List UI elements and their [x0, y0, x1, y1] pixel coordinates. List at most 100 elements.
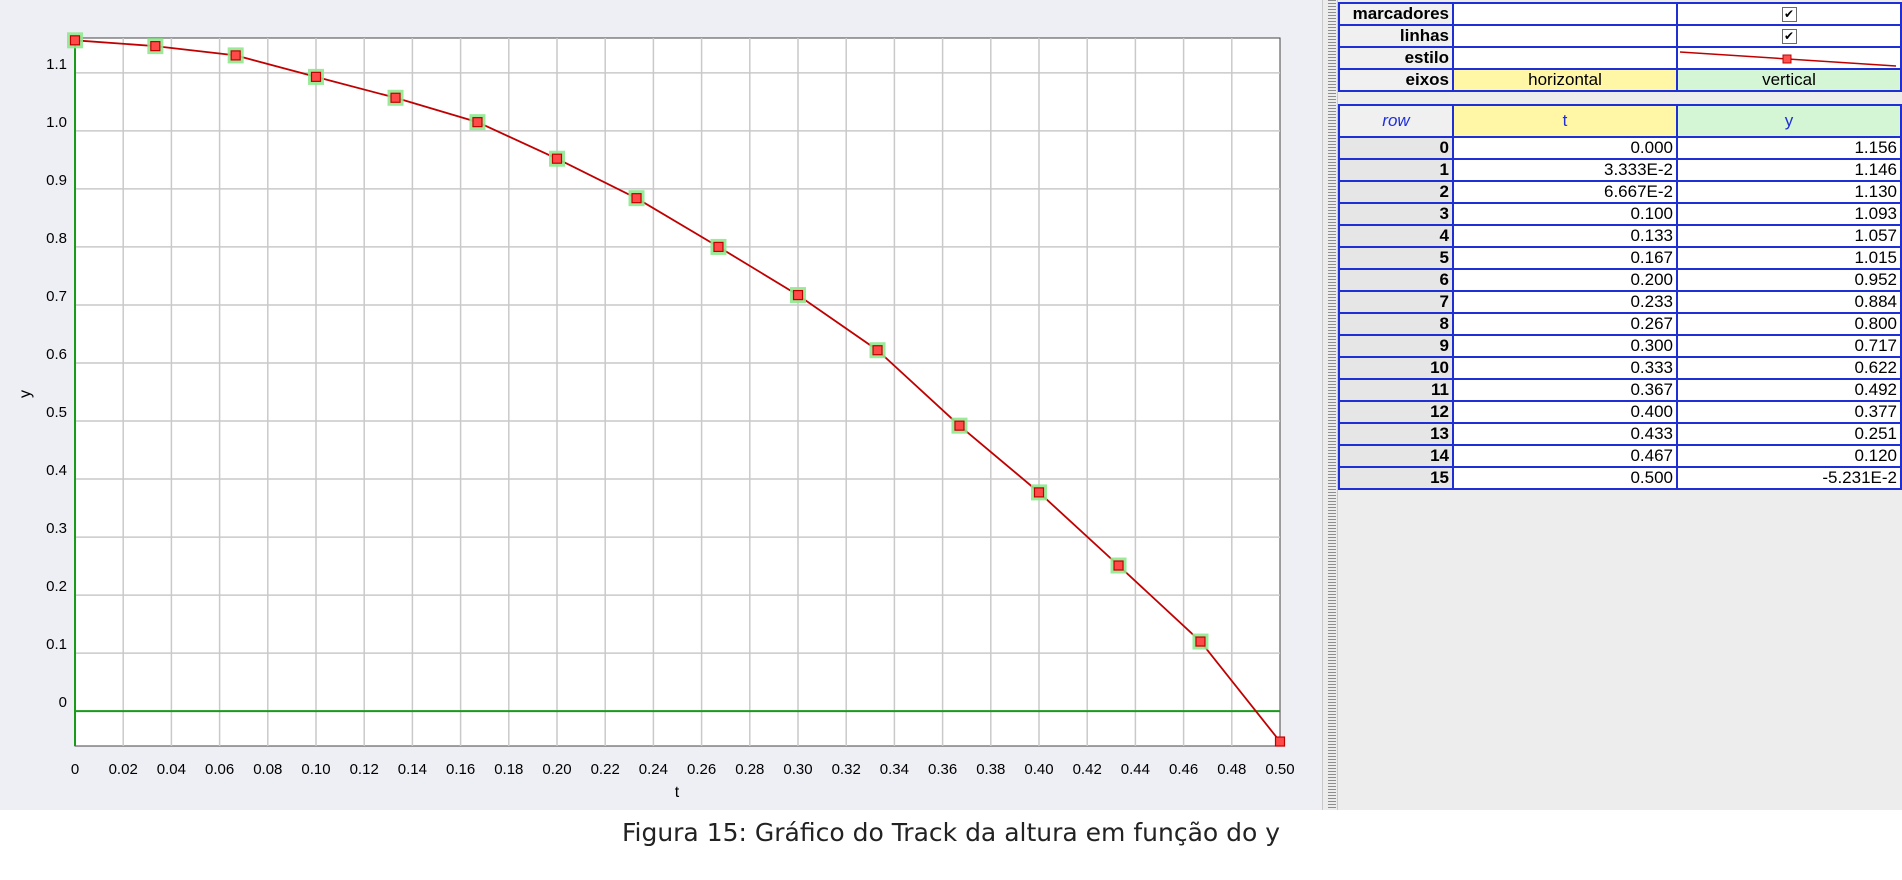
table-row[interactable]: 7 0.233 0.884	[1338, 290, 1902, 314]
data-point-marker[interactable]	[790, 287, 806, 304]
table-row[interactable]: 15 0.500 -5.231E-2	[1338, 466, 1902, 490]
column-header-y[interactable]: y	[1676, 104, 1902, 138]
table-row[interactable]: 9 0.300 0.717	[1338, 334, 1902, 358]
data-point-marker[interactable]	[549, 150, 565, 167]
t-value-cell[interactable]: 0.167	[1452, 246, 1678, 270]
t-value-cell[interactable]: 0.500	[1452, 466, 1678, 490]
axis-vertical-cell[interactable]: vertical	[1676, 68, 1902, 92]
x-tick-label: 0.04	[157, 761, 186, 778]
data-point-marker[interactable]	[67, 32, 83, 49]
data-point-marker[interactable]	[308, 68, 324, 85]
lines-t-cell[interactable]	[1452, 24, 1678, 48]
t-value-cell[interactable]: 0.200	[1452, 268, 1678, 292]
t-value-cell[interactable]: 0.100	[1452, 202, 1678, 226]
style-preview-cell[interactable]	[1676, 46, 1902, 70]
t-value-cell[interactable]: 0.367	[1452, 378, 1678, 402]
table-row[interactable]: 14 0.467 0.120	[1338, 444, 1902, 468]
row-number-cell[interactable]: 4	[1338, 224, 1454, 248]
column-header-t[interactable]: t	[1452, 104, 1678, 138]
marker-square	[631, 193, 642, 204]
y-value-cell[interactable]: 0.377	[1676, 400, 1902, 424]
t-value-cell[interactable]: 0.467	[1452, 444, 1678, 468]
lines-checkbox[interactable]: ✔	[1781, 29, 1797, 45]
plot-panel[interactable]: 0 0.02 0.04 0.06 0.08 0.10 0.12 0.14 0.16 0.18 0.2…	[0, 0, 1322, 810]
markers-t-cell[interactable]	[1452, 2, 1678, 26]
row-number-cell[interactable]: 9	[1338, 334, 1454, 358]
row-number-cell[interactable]: 14	[1338, 444, 1454, 468]
data-point-marker[interactable]	[147, 38, 164, 55]
table-row[interactable]: 8 0.267 0.800	[1338, 312, 1902, 336]
row-number-cell[interactable]: 12	[1338, 400, 1454, 424]
table-row[interactable]: 11 0.367 0.492	[1338, 378, 1902, 402]
table-row[interactable]: 2 6.667E-2 1.130	[1338, 180, 1902, 204]
t-value-cell[interactable]: 0.267	[1452, 312, 1678, 336]
row-number-cell[interactable]: 8	[1338, 312, 1454, 336]
y-value-cell[interactable]: -5.231E-2	[1676, 466, 1902, 490]
table-row[interactable]: 5 0.167 1.015	[1338, 246, 1902, 270]
y-value-cell[interactable]: 1.156	[1676, 136, 1902, 160]
row-number-cell[interactable]: 11	[1338, 378, 1454, 402]
row-number-cell[interactable]: 10	[1338, 356, 1454, 380]
t-value-cell[interactable]: 0.233	[1452, 290, 1678, 314]
data-point-marker[interactable]	[951, 417, 968, 434]
panel-splitter-handle[interactable]	[1322, 0, 1338, 810]
data-point-marker[interactable]	[1110, 557, 1127, 574]
t-value-cell[interactable]: 0.333	[1452, 356, 1678, 380]
y-value-cell[interactable]: 1.093	[1676, 202, 1902, 226]
table-row[interactable]: 12 0.400 0.377	[1338, 400, 1902, 424]
t-value-cell[interactable]: 0.000	[1452, 136, 1678, 160]
data-table-panel[interactable]: marcadores ✔ linhas ✔ estilo	[1338, 0, 1902, 810]
data-point-marker[interactable]	[1031, 484, 1047, 501]
data-point-marker[interactable]	[469, 114, 486, 131]
table-row[interactable]: 4 0.133 1.057	[1338, 224, 1902, 248]
row-number-cell[interactable]: 1	[1338, 158, 1454, 182]
row-number-cell[interactable]: 7	[1338, 290, 1454, 314]
row-number-cell[interactable]: 2	[1338, 180, 1454, 204]
data-point-marker[interactable]	[710, 238, 727, 255]
data-point-marker[interactable]	[869, 342, 886, 359]
y-value-cell[interactable]: 0.120	[1676, 444, 1902, 468]
y-value-cell[interactable]: 1.146	[1676, 158, 1902, 182]
t-value-cell[interactable]: 6.667E-2	[1452, 180, 1678, 204]
table-row[interactable]: 10 0.333 0.622	[1338, 356, 1902, 380]
t-value-cell[interactable]: 0.133	[1452, 224, 1678, 248]
column-header-row[interactable]: row	[1338, 104, 1454, 138]
t-value-cell[interactable]: 0.433	[1452, 422, 1678, 446]
y-value-cell[interactable]: 1.057	[1676, 224, 1902, 248]
table-row[interactable]: 1 3.333E-2 1.146	[1338, 158, 1902, 182]
data-point-marker[interactable]	[227, 47, 244, 64]
y-value-cell[interactable]: 0.884	[1676, 290, 1902, 314]
data-point-marker[interactable]	[1192, 633, 1209, 650]
t-value-cell[interactable]: 0.400	[1452, 400, 1678, 424]
line-chart[interactable]: 0 0.02 0.04 0.06 0.08 0.10 0.12 0.14 0.16 0.18 0.2…	[0, 0, 1322, 810]
lines-y-cell[interactable]: ✔	[1676, 24, 1902, 48]
row-number-cell[interactable]: 5	[1338, 246, 1454, 270]
row-number-cell[interactable]: 0	[1338, 136, 1454, 160]
markers-checkbox[interactable]: ✔	[1781, 7, 1797, 23]
y-value-cell[interactable]: 1.130	[1676, 180, 1902, 204]
y-value-cell[interactable]: 0.800	[1676, 312, 1902, 336]
data-point-marker[interactable]	[1274, 736, 1286, 747]
t-value-cell[interactable]: 3.333E-2	[1452, 158, 1678, 182]
y-value-cell[interactable]: 1.015	[1676, 246, 1902, 270]
y-value-cell[interactable]: 0.492	[1676, 378, 1902, 402]
y-value-cell[interactable]: 0.251	[1676, 422, 1902, 446]
row-number-cell[interactable]: 6	[1338, 268, 1454, 292]
t-value-cell[interactable]: 0.300	[1452, 334, 1678, 358]
table-row[interactable]: 3 0.100 1.093	[1338, 202, 1902, 226]
y-value-cell[interactable]: 0.717	[1676, 334, 1902, 358]
data-point-marker[interactable]	[628, 190, 645, 207]
table-row[interactable]: 0 0.000 1.156	[1338, 136, 1902, 160]
table-row[interactable]: 6 0.200 0.952	[1338, 268, 1902, 292]
style-t-cell[interactable]	[1452, 46, 1678, 70]
table-row[interactable]: 13 0.433 0.251	[1338, 422, 1902, 446]
plot-area[interactable]	[74, 37, 1281, 747]
row-number-cell[interactable]: 15	[1338, 466, 1454, 490]
markers-y-cell[interactable]: ✔	[1676, 2, 1902, 26]
y-value-cell[interactable]: 0.622	[1676, 356, 1902, 380]
axis-horizontal-cell[interactable]: horizontal	[1452, 68, 1678, 92]
data-point-marker[interactable]	[387, 89, 404, 106]
row-number-cell[interactable]: 13	[1338, 422, 1454, 446]
y-value-cell[interactable]: 0.952	[1676, 268, 1902, 292]
row-number-cell[interactable]: 3	[1338, 202, 1454, 226]
